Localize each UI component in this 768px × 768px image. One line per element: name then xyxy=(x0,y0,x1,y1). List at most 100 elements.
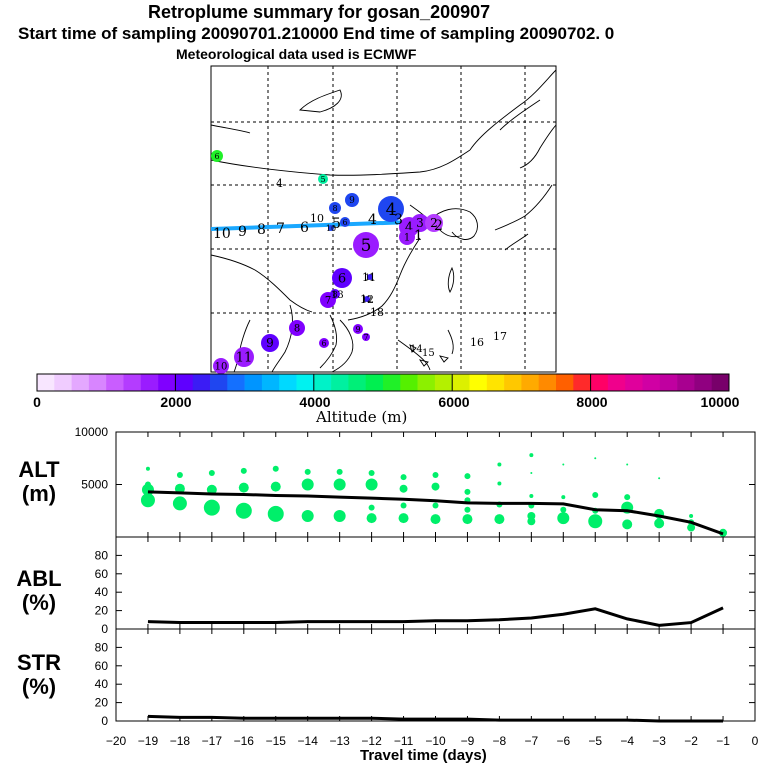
y-tick-label: 5000 xyxy=(81,478,108,492)
colorbar-segment xyxy=(37,374,55,391)
bubble-label: 11 xyxy=(236,351,253,366)
track-label: 5 xyxy=(332,216,341,232)
x-axis-title: Travel time (days) xyxy=(360,747,487,764)
bubble-label: 6 xyxy=(214,152,219,161)
colorbar-segment xyxy=(192,374,211,391)
bubble-label: 11 xyxy=(365,273,375,282)
altitude-point xyxy=(336,468,343,475)
x-tick-label: −10 xyxy=(425,734,446,748)
y-tick-label: 20 xyxy=(95,604,109,618)
altitude-point xyxy=(172,496,187,511)
altitude-point xyxy=(654,518,665,529)
colorbar-segment xyxy=(88,374,107,391)
bubble-label: 7 xyxy=(363,333,368,342)
altitude-point xyxy=(174,483,185,494)
track-label: 3 xyxy=(394,212,403,228)
track-label: 6 xyxy=(300,220,309,236)
x-tick-label: −13 xyxy=(329,734,350,748)
x-tick-label: −11 xyxy=(394,734,414,748)
colorbar-segment xyxy=(140,374,159,391)
altitude-point xyxy=(689,514,694,518)
map-label: 11 xyxy=(362,271,376,284)
altitude-point xyxy=(208,469,215,476)
bubble-label: 1 xyxy=(404,233,410,244)
plume-bubble xyxy=(261,334,279,352)
plume-bubble xyxy=(353,324,363,334)
colorbar-segment xyxy=(469,374,488,391)
altitude-point xyxy=(272,465,279,472)
figure-title: Retroplume summary for gosan_200907 xyxy=(148,2,491,22)
x-tick-label: −8 xyxy=(493,734,507,748)
alt-panel-label: ALT (m) xyxy=(4,458,74,506)
colorbar-segment xyxy=(607,374,626,391)
map-label: 4 xyxy=(276,177,283,190)
map-track-labels: 10 9 8 7 6 5 4 3 2 1 4 10 16 17 15 14 18… xyxy=(213,177,507,359)
plume-bubble xyxy=(332,268,352,288)
map-label: 10 xyxy=(310,212,324,225)
altitude-point xyxy=(240,467,247,474)
x-tick-label: −6 xyxy=(556,734,570,748)
bubble-label: 9 xyxy=(349,196,355,206)
x-tick-label: −17 xyxy=(202,734,223,748)
plume-bubble xyxy=(411,214,429,232)
colorbar-segment xyxy=(331,374,349,391)
colorbar-segment xyxy=(538,374,557,391)
colorbar-segment xyxy=(123,374,142,391)
bubble-label: 9 xyxy=(266,336,274,350)
plume-bubble xyxy=(353,232,379,258)
colorbar-segment xyxy=(348,374,366,391)
plume-bubble xyxy=(367,274,373,280)
bubble-label: 6 xyxy=(342,218,347,227)
map-label: 18 xyxy=(370,306,384,319)
meteorological-data-note: Meteorological data used is ECMWF xyxy=(176,46,417,62)
colorbar-segment xyxy=(677,374,695,391)
bubble-label: 6 xyxy=(338,272,346,287)
colorbar-segment xyxy=(279,374,297,391)
plume-centroid-track xyxy=(210,220,413,231)
x-tick-label: −4 xyxy=(620,734,634,748)
colorbar-label: Altitude (m) xyxy=(316,408,408,426)
colorbar-segment xyxy=(244,374,263,391)
altitude-point xyxy=(497,481,502,486)
colorbar-segment xyxy=(694,374,712,391)
altitude-point xyxy=(238,482,249,493)
plume-bubble xyxy=(340,217,350,227)
bubble-label: 5 xyxy=(320,175,325,184)
altitude-point xyxy=(529,453,534,458)
map-label: 17 xyxy=(493,330,507,343)
altitude-point xyxy=(430,514,441,525)
map-label: 12 xyxy=(360,293,374,306)
colorbar-segment xyxy=(642,374,661,391)
colorbar-segment xyxy=(71,374,90,391)
colorbar-segment xyxy=(210,374,228,391)
colorbar-segment xyxy=(227,374,245,391)
altitude-point xyxy=(464,506,471,513)
bubble-label: 6 xyxy=(321,339,326,348)
plume-bubble xyxy=(318,174,328,184)
altitude-point xyxy=(368,504,375,511)
bubble-label: 7 xyxy=(325,296,331,307)
colorbar-segment xyxy=(175,374,193,391)
colorbar-segment xyxy=(434,374,453,391)
altitude-point xyxy=(626,463,629,466)
altitude-point xyxy=(530,471,533,474)
colorbar-segment xyxy=(659,374,678,391)
altitude-point xyxy=(562,463,565,466)
altitude-point xyxy=(462,514,473,525)
y-tick-label: 40 xyxy=(95,677,109,691)
y-tick-label: 20 xyxy=(95,696,109,710)
alt-label-line1: ALT xyxy=(18,457,60,482)
track-label: 1 xyxy=(414,228,423,244)
abl-fraction-line xyxy=(147,606,724,627)
colorbar-segment xyxy=(573,374,591,391)
altitude-point xyxy=(235,502,252,519)
colorbar-tick: 8000 xyxy=(576,394,608,410)
y-tick-label: 10000 xyxy=(75,425,109,439)
map-label: 15 xyxy=(422,348,435,359)
track-label: 4 xyxy=(368,212,377,228)
x-tick-label: −3 xyxy=(652,734,666,748)
x-tick-label: −15 xyxy=(266,734,287,748)
bubble-label: 8 xyxy=(332,204,337,213)
altitude-point xyxy=(203,499,220,516)
